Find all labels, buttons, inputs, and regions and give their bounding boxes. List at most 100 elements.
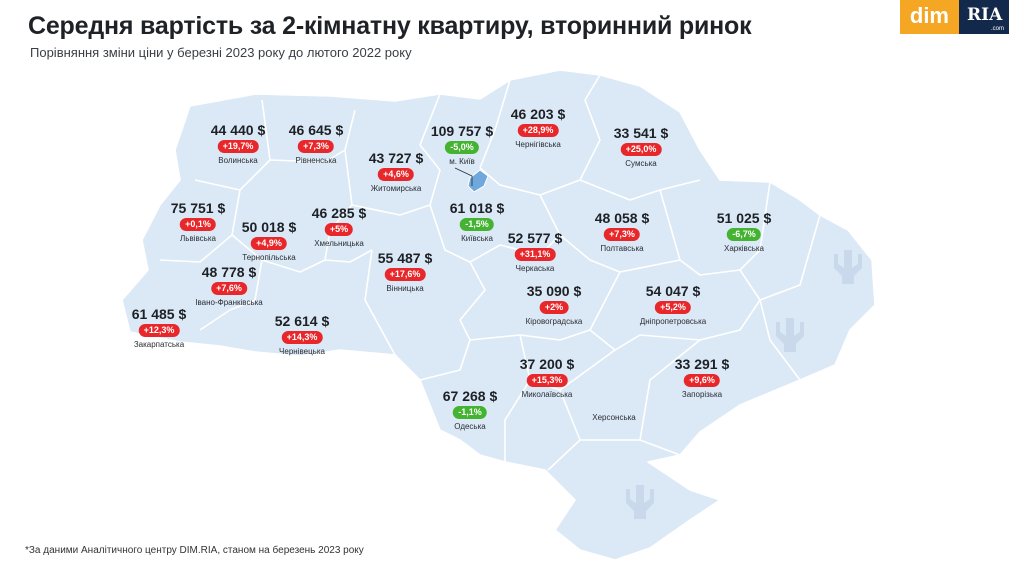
region-price: 61 018 $	[449, 200, 505, 216]
kyiv-city-marker	[467, 169, 489, 193]
footnote: *За даними Аналітичного центру DIM.RIA, …	[25, 545, 364, 556]
region-price: 52 577 $	[507, 230, 563, 246]
region-khmelnytska: 46 285 $ +5% Хмельницька	[312, 205, 367, 248]
region-price: 46 285 $	[311, 205, 367, 221]
region-price: 50 018 $	[241, 219, 297, 235]
region-kharkivska: 51 025 $ -6,7% Харківська	[717, 210, 772, 253]
region-chernivetska: 52 614 $ +14,3% Чернівецька	[275, 313, 330, 356]
dim-ria-logo[interactable]: dim RIA .com	[899, 0, 1009, 34]
region-name: Кіровоградська	[525, 317, 583, 326]
region-name: Сумська	[625, 159, 657, 168]
region-cherkaska: 52 577 $ +31,1% Черкаська	[508, 230, 563, 273]
region-change-badge: +31,1%	[514, 248, 556, 261]
region-change-badge: -1,1%	[453, 406, 487, 419]
region-name: Полтавська	[600, 244, 644, 253]
region-change-badge: +4,9%	[251, 237, 287, 250]
region-change-badge: +9,6%	[684, 374, 720, 387]
region-price: 46 645 $	[288, 122, 344, 138]
region-ivano-frankivska: 48 778 $ +7,6% Івано-Франківська	[195, 264, 263, 307]
region-price: 37 200 $	[519, 356, 575, 372]
region-change-badge: +25,0%	[620, 143, 662, 156]
region-dnipropetrovska: 54 047 $ +5,2% Дніпропетровська	[640, 283, 706, 326]
region-price: 33 291 $	[674, 356, 730, 372]
region-name: Рівненська	[295, 156, 337, 165]
region-odeska: 67 268 $ -1,1% Одеська	[443, 388, 498, 431]
map-outline	[121, 69, 876, 561]
region-price: 48 058 $	[594, 210, 650, 226]
region-name: Волинська	[218, 156, 258, 165]
region-change-badge: +28,9%	[517, 124, 559, 137]
region-price: 52 614 $	[274, 313, 330, 329]
region-change-badge: +12,3%	[138, 324, 180, 337]
region-change-badge: +15,3%	[526, 374, 568, 387]
region-name: Миколаївська	[521, 390, 573, 399]
region-change-badge: +14,3%	[281, 331, 323, 344]
kyiv-pointer-line	[454, 167, 473, 186]
region-price: 54 047 $	[645, 283, 701, 299]
region-lvivska: 75 751 $ +0,1% Львівська	[171, 200, 226, 243]
region-change-badge: +17,6%	[384, 268, 426, 281]
region-zaporizka: 33 291 $ +9,6% Запорізька	[675, 356, 730, 399]
region-price: 48 778 $	[201, 264, 257, 280]
logo-dim: dim	[899, 0, 959, 34]
region-price: 75 751 $	[170, 200, 226, 216]
trident-icon	[626, 250, 862, 519]
logo-ria: RIA .com	[959, 0, 1009, 34]
region-name: Дніпропетровська	[639, 317, 707, 326]
region-change-badge: +0,1%	[180, 218, 216, 231]
region-change-badge: +4,6%	[378, 168, 414, 181]
region-mykolaivska: 37 200 $ +15,3% Миколаївська	[520, 356, 575, 399]
region-kyiv-city: 109 757 $ -5,0% м. Київ	[431, 123, 493, 166]
region-ternopilska: 50 018 $ +4,9% Тернопільська	[242, 219, 297, 262]
region-change-badge: +2%	[539, 301, 569, 314]
region-kirovohradska: 35 090 $ +2% Кіровоградська	[526, 283, 583, 326]
region-name: Чернігівська	[515, 140, 561, 149]
region-name: Хмельницька	[314, 239, 364, 248]
region-zakarpatska: 61 485 $ +12,3% Закарпатська	[132, 306, 187, 349]
region-name: Харківська	[724, 244, 764, 253]
region-name: Івано-Франківська	[195, 298, 263, 307]
region-price: 35 090 $	[526, 283, 582, 299]
region-price: 55 487 $	[377, 250, 433, 266]
region-rivnenska: 46 645 $ +7,3% Рівненська	[289, 122, 344, 165]
region-change-badge: +5%	[324, 223, 354, 236]
region-change-badge: +5,2%	[655, 301, 691, 314]
region-price: 43 727 $	[368, 150, 424, 166]
page-subtitle: Порівняння зміни ціни у березні 2023 рок…	[30, 45, 412, 60]
region-change-badge: +19,7%	[217, 140, 259, 153]
region-name: Запорізька	[681, 390, 723, 399]
region-name: Львівська	[180, 234, 216, 243]
region-price: 44 440 $	[210, 122, 266, 138]
region-name: Київська	[461, 234, 493, 243]
region-price: 51 025 $	[716, 210, 772, 226]
region-khersonska-name: Херсонська	[592, 413, 636, 422]
region-price: 61 485 $	[131, 306, 187, 322]
region-name: Закарпатська	[133, 340, 185, 349]
region-change-badge: -5,0%	[445, 141, 479, 154]
logo-com: .com	[990, 26, 1004, 32]
region-zhytomyrska: 43 727 $ +4,6% Житомирська	[369, 150, 424, 193]
region-change-badge: +7,3%	[298, 140, 334, 153]
region-name: Одеська	[454, 422, 486, 431]
region-name: Вінницька	[386, 284, 424, 293]
region-kyivska: 61 018 $ -1,5% Київська	[450, 200, 505, 243]
page-title: Середня вартість за 2-кімнатну квартиру,…	[28, 12, 752, 40]
region-poltavska: 48 058 $ +7,3% Полтавська	[595, 210, 650, 253]
region-sumska: 33 541 $ +25,0% Сумська	[614, 125, 669, 168]
region-change-badge: -6,7%	[727, 228, 761, 241]
region-price: 46 203 $	[510, 106, 566, 122]
region-change-badge: +7,6%	[211, 282, 247, 295]
region-name: м. Київ	[449, 157, 475, 166]
region-volynska: 44 440 $ +19,7% Волинська	[211, 122, 266, 165]
region-name: Черкаська	[515, 264, 555, 273]
region-vinnytska: 55 487 $ +17,6% Вінницька	[378, 250, 433, 293]
region-name: Житомирська	[370, 184, 422, 193]
region-price: 109 757 $	[430, 123, 494, 139]
logo-ria-text: RIA	[967, 5, 1003, 25]
region-name: Тернопільська	[242, 253, 296, 262]
region-change-badge: -1,5%	[460, 218, 494, 231]
region-price: 67 268 $	[442, 388, 498, 404]
region-change-badge: +7,3%	[604, 228, 640, 241]
region-chernihivska: 46 203 $ +28,9% Чернігівська	[511, 106, 566, 149]
